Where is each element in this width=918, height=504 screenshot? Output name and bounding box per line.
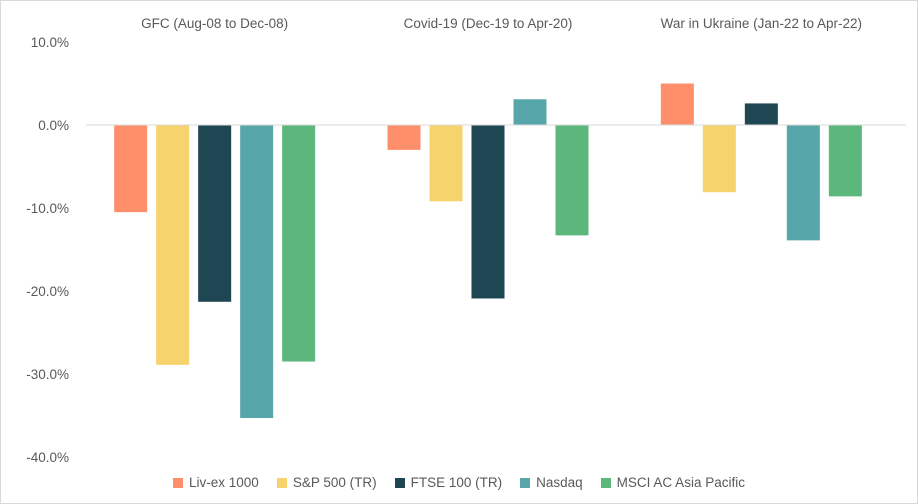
- bars: [114, 83, 862, 418]
- legend-swatch: [520, 477, 531, 488]
- y-tick-label: 0.0%: [38, 118, 69, 133]
- bar: [702, 125, 736, 193]
- y-tick-label: -10.0%: [26, 201, 69, 216]
- category-label: Covid-19 (Dec-19 to Apr-20): [404, 16, 573, 31]
- bar: [156, 125, 190, 365]
- bar: [429, 125, 463, 202]
- legend-label: Liv-ex 1000: [189, 475, 259, 490]
- legend-label: MSCI AC Asia Pacific: [616, 475, 745, 490]
- legend-label: S&P 500 (TR): [292, 475, 377, 490]
- bar: [282, 125, 316, 362]
- category-labels: GFC (Aug-08 to Dec-08) Covid-19 (Dec-19 t…: [141, 16, 862, 31]
- y-tick-label: -20.0%: [26, 284, 69, 299]
- category-label: War in Ukraine (Jan-22 to Apr-22): [661, 16, 862, 31]
- legend-swatch: [276, 477, 287, 488]
- bar: [387, 125, 421, 150]
- bar: [828, 125, 862, 197]
- bar-chart: 10.0% 0.0% -10.0% -20.0% -30.0% -40.0% GFC (A…: [26, 16, 906, 465]
- legend-item: Nasdaq: [520, 475, 583, 490]
- bar: [786, 125, 820, 241]
- y-axis-ticks: 10.0% 0.0% -10.0% -20.0% -30.0% -40.0%: [26, 35, 69, 465]
- bar: [471, 125, 505, 299]
- legend-item: FTSE 100 (TR): [394, 475, 503, 490]
- y-tick-label: 10.0%: [31, 35, 69, 50]
- bar: [198, 125, 232, 302]
- y-tick-label: -30.0%: [26, 367, 69, 382]
- bar: [555, 125, 589, 236]
- bar: [744, 103, 778, 125]
- legend-label: Nasdaq: [536, 475, 583, 490]
- y-tick-label: -40.0%: [26, 450, 69, 465]
- legend-item: Liv-ex 1000: [173, 475, 259, 490]
- bar: [240, 125, 274, 418]
- legend-swatch: [394, 477, 405, 488]
- bar: [114, 125, 148, 213]
- legend-swatch: [600, 477, 611, 488]
- legend-item: MSCI AC Asia Pacific: [600, 475, 745, 490]
- legend-item: S&P 500 (TR): [276, 475, 377, 490]
- bar: [660, 83, 694, 125]
- category-label: GFC (Aug-08 to Dec-08): [141, 16, 288, 31]
- bar: [513, 99, 547, 125]
- legend-label: FTSE 100 (TR): [410, 475, 503, 490]
- legend: Liv-ex 1000 S&P 500 (TR) FTSE 100 (TR) Nasd…: [1, 475, 917, 490]
- legend-swatch: [173, 477, 184, 488]
